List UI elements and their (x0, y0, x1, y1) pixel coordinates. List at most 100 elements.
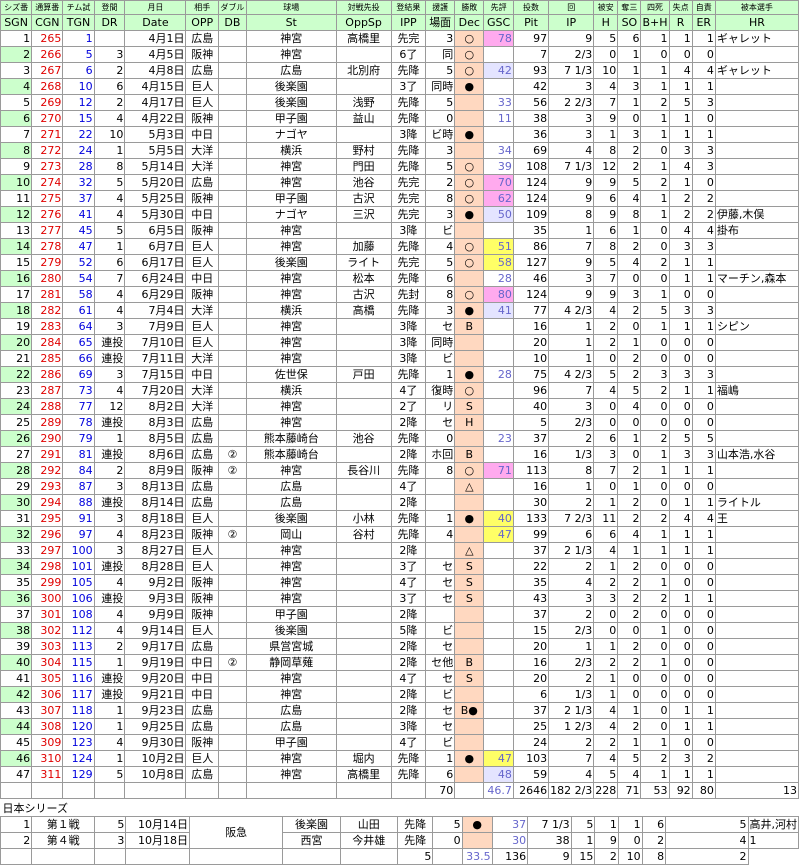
cell (217, 366, 247, 383)
cell: 神宮 (245, 318, 337, 335)
cell: 0 (668, 558, 693, 575)
cell: 1 (691, 78, 716, 95)
cell: 先降 (390, 142, 427, 159)
cell: 268 (31, 78, 64, 95)
cell: 後楽園 (282, 816, 341, 833)
cell: 後楽園 (245, 78, 337, 95)
decision-cell: ● (454, 78, 485, 95)
cell: 2 1/3 (548, 702, 595, 719)
cell: 広島 (185, 718, 219, 735)
cell: 289 (31, 414, 64, 431)
total-cell: 15 (570, 848, 596, 865)
cell: 4 (668, 222, 693, 239)
cell: 4 (617, 190, 642, 207)
cell: 阪神 (185, 734, 219, 751)
cell (217, 494, 247, 511)
cell: 0 (593, 478, 619, 495)
cell: セ (425, 718, 456, 735)
decision-cell: ○ (454, 62, 485, 79)
cell: 3降 (390, 222, 427, 239)
cell: 73 (62, 382, 95, 399)
cell: 43 (0, 702, 33, 719)
cell: 4月22日 (124, 110, 187, 127)
cell: 65 (62, 334, 95, 351)
cell: 3 (640, 366, 670, 383)
table-row: 23 287 73 4 7月20日 大洋 横浜 4了 復時 ○ 96 7 4 5 2 1 1 福嶋 (0, 382, 799, 399)
header-row-japanese: シズ番 通算番 チム試 登間 月日 相手 ダブル 球場 対戦先投 登結果 援護 勝敗 先評 投数回被安 奪三… (0, 0, 799, 15)
cell: 0 (617, 414, 642, 431)
cell: 1 (691, 718, 716, 735)
cell: 阪神 (185, 590, 219, 607)
cell (217, 270, 247, 287)
cell: 3 (425, 142, 456, 159)
cell: 93 (512, 62, 550, 79)
cell: 5月25日 (124, 190, 187, 207)
cell: 9月21日 (124, 686, 187, 703)
cell: 8 (0, 142, 33, 159)
cell (217, 478, 247, 495)
cell: 9月30日 (124, 734, 187, 751)
cell: 3 (548, 590, 595, 607)
cell: 4 (93, 110, 126, 127)
cell: 1 (640, 446, 670, 463)
cell (425, 478, 456, 495)
cell: 4月1日 (124, 30, 187, 47)
header-ja-cell: ダブル (217, 0, 247, 15)
cell: 269 (31, 94, 64, 111)
cell: 112 (62, 622, 95, 639)
cell: 2 (425, 174, 456, 191)
cell: 1 (93, 430, 126, 447)
cell: 1 (93, 750, 126, 767)
cell: 8月28日 (124, 558, 187, 575)
cell: 1 (640, 62, 670, 79)
cell: ギャレット (714, 30, 799, 47)
cell: 1 (691, 702, 716, 719)
cell: 286 (31, 366, 64, 383)
cell: 291 (31, 446, 64, 463)
cell: 4 (93, 734, 126, 751)
decision-cell: ○ (454, 286, 485, 303)
game-rows: 1 265 1 4月1日 広島 神宮 高橋里 先完 3 ○ 78 97 9 5 6 1 1 1 ギャレット 2 266 5… (0, 30, 799, 799)
cell (714, 750, 799, 767)
cell: 1 (640, 622, 670, 639)
cell: 3 (668, 750, 693, 767)
total-cell (124, 782, 187, 799)
cell: 5 (570, 816, 596, 833)
cell: 広島 (185, 638, 219, 655)
cell: 1 (617, 430, 642, 447)
cell (714, 574, 799, 591)
cell: 1 (668, 110, 693, 127)
cell: 0 (668, 734, 693, 751)
cell: 堀内 (335, 750, 392, 767)
cell: 4 (93, 302, 126, 319)
cell: 44 (0, 718, 33, 735)
cell: 神宮 (245, 542, 337, 559)
cell: 84 (62, 462, 95, 479)
cell: 0 (640, 222, 670, 239)
cell: 長谷川 (335, 462, 392, 479)
cell: 池谷 (335, 174, 392, 191)
cell: 中日 (185, 270, 219, 287)
total-cell: 13 (714, 782, 799, 799)
cell: 124 (512, 190, 550, 207)
cell: 24 (512, 734, 550, 751)
cell: 広島 (185, 30, 219, 47)
cell: 1 (691, 526, 716, 543)
cell (483, 718, 514, 735)
cell: 9 (593, 110, 619, 127)
cell: 巨人 (185, 622, 219, 639)
total-cell: 228 (593, 782, 619, 799)
cell: 6 (617, 30, 642, 47)
cell (714, 558, 799, 575)
cell: 1 (640, 654, 670, 671)
cell: 2 (641, 832, 667, 849)
cell: 4 (617, 254, 642, 271)
decision-cell (454, 94, 485, 111)
cell: 9月14日 (124, 622, 187, 639)
cell (714, 638, 799, 655)
cell: 神宮 (245, 350, 337, 367)
cell: 1/3 (548, 686, 595, 703)
cell: 松本 (335, 270, 392, 287)
cell (217, 158, 247, 175)
cell: 5 (432, 816, 463, 833)
